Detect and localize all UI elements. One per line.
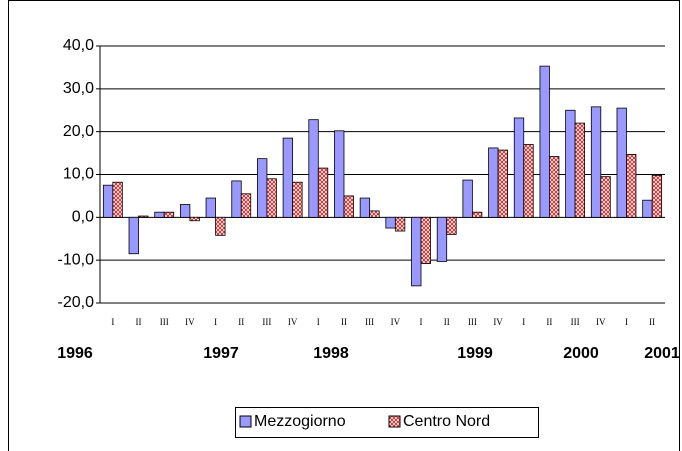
bar — [420, 216, 431, 264]
bar — [411, 216, 422, 287]
x-tick-label: II — [444, 317, 450, 327]
x-tick-label: I — [625, 317, 628, 327]
year-label: 1997 — [203, 345, 239, 362]
x-tick-label: III — [160, 317, 169, 327]
bar — [128, 216, 139, 255]
x-tick-label: II — [341, 317, 347, 327]
bar — [539, 65, 550, 218]
bar — [343, 195, 354, 218]
bar — [266, 178, 277, 218]
y-tick-label: -10,0 — [58, 251, 95, 268]
year-label: 1999 — [457, 345, 493, 362]
x-tick-label: III — [571, 317, 580, 327]
bar — [359, 197, 371, 218]
bar — [138, 215, 149, 218]
bar — [574, 122, 586, 218]
bar — [462, 179, 473, 218]
legend-label: Centro Nord — [403, 413, 490, 430]
legend-label: Mezzogiorno — [254, 413, 346, 430]
bar — [317, 167, 329, 218]
x-tick-label: IV — [288, 317, 298, 327]
legend-swatch — [239, 415, 252, 428]
y-tick-label: 20,0 — [63, 123, 94, 140]
x-tick-label: IV — [185, 317, 195, 327]
x-tick-label: I — [317, 317, 320, 327]
bar — [497, 149, 508, 218]
bar — [102, 184, 114, 218]
bar — [523, 144, 534, 218]
bar — [436, 216, 448, 262]
bar — [385, 216, 396, 229]
x-tick-label: IV — [493, 317, 503, 327]
bar — [471, 211, 483, 218]
bar — [513, 117, 525, 218]
bar — [257, 158, 268, 218]
year-label: 2001 — [644, 345, 680, 362]
year-label: 2000 — [563, 345, 599, 362]
y-tick-label: 30,0 — [63, 80, 94, 97]
bar — [642, 199, 653, 218]
bar — [565, 109, 576, 218]
bar — [308, 119, 319, 218]
year-label: 1998 — [313, 345, 349, 362]
bar — [369, 210, 380, 218]
bar — [446, 216, 457, 235]
bar — [205, 197, 216, 218]
x-tick-label: I — [111, 317, 114, 327]
bar — [292, 181, 303, 218]
x-tick-label: IV — [391, 317, 401, 327]
legend: Mezzogiorno Centro Nord — [235, 407, 539, 438]
bar — [231, 180, 242, 218]
bar — [590, 106, 602, 218]
bar — [549, 156, 560, 218]
bar — [488, 147, 499, 218]
x-tick-label: II — [136, 317, 142, 327]
legend-box — [235, 407, 539, 438]
x-tick-label: I — [214, 317, 217, 327]
bar — [600, 176, 611, 218]
legend-swatch — [388, 415, 401, 428]
x-tick-label: IV — [596, 317, 606, 327]
bar — [240, 193, 252, 218]
year-label: 1996 — [57, 345, 93, 362]
bar — [616, 107, 627, 218]
x-tick-label: II — [546, 317, 552, 327]
bar — [394, 216, 406, 232]
y-tick-label: -20,0 — [58, 294, 95, 311]
x-tick-label: III — [468, 317, 477, 327]
bar — [334, 130, 345, 218]
x-tick-label: I — [522, 317, 525, 327]
bar — [179, 204, 191, 218]
x-tick-label: II — [238, 317, 244, 327]
bar — [651, 174, 663, 218]
y-tick-label: 40,0 — [63, 37, 94, 54]
bar — [626, 153, 637, 218]
bar — [189, 216, 200, 222]
y-tick-label: 0,0 — [72, 209, 94, 226]
bar — [282, 137, 294, 218]
x-tick-label: I — [420, 317, 423, 327]
bar — [112, 181, 123, 218]
bar — [215, 216, 226, 236]
x-tick-label: II — [649, 317, 655, 327]
bar — [163, 211, 175, 218]
bar — [154, 211, 165, 218]
chart-border — [8, 0, 680, 451]
x-tick-label: III — [365, 317, 374, 327]
x-tick-label: III — [262, 317, 271, 327]
y-tick-label: 10,0 — [63, 166, 94, 183]
